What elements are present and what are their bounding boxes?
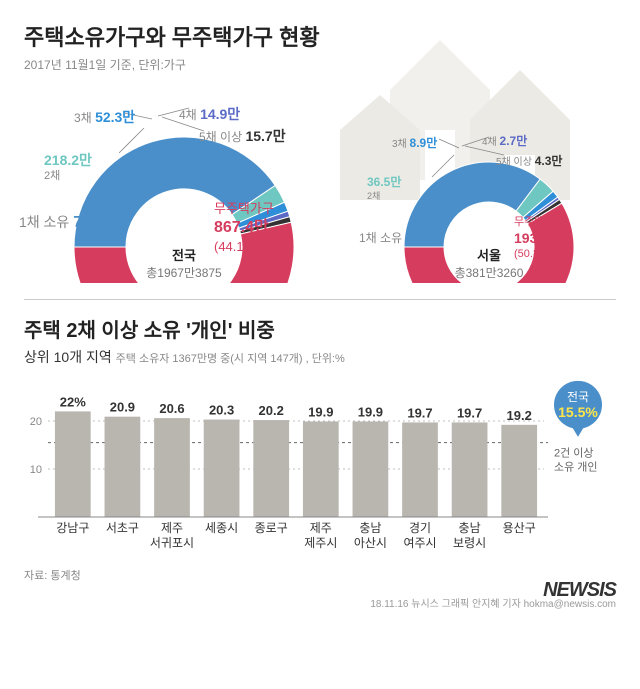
section1-subtitle: 2017년 11월1일 기준, 단위:가구	[24, 56, 616, 73]
donut-center-label: 전국총1967만3875	[24, 245, 344, 281]
svg-text:20.2: 20.2	[259, 403, 284, 418]
donut-slice-label: 36.5만2채	[367, 175, 401, 202]
svg-text:제주: 제주	[310, 521, 332, 535]
donut-national: 1채 소유 798.9만218.2만2채3채 52.3만4채 14.9만5채 이…	[24, 83, 344, 283]
donut-slice-label: 1채 소유 798.9만	[19, 213, 128, 234]
section2-subtitle: 상위 10개 지역 주택 소유자 1367만명 중(시 지역 147개) , 단…	[24, 347, 616, 367]
section1-title: 주택소유가구와 무주택가구 현황	[24, 20, 616, 52]
svg-text:19.7: 19.7	[457, 405, 482, 420]
source-line: 자료: 통계청	[24, 567, 616, 583]
svg-text:서초구: 서초구	[106, 521, 139, 535]
svg-text:19.9: 19.9	[358, 404, 383, 419]
svg-text:여주시: 여주시	[403, 536, 436, 550]
svg-text:보령시: 보령시	[453, 536, 486, 550]
subtitle2-small: 주택 소유자 1367만명 중(시 지역 147개) , 단위:%	[116, 353, 345, 365]
svg-text:소유 개인: 소유 개인	[554, 461, 598, 474]
footer-credit: 18.11.16 뉴시스 그래픽 안지혜 기자 hokma@newsis.com	[24, 595, 616, 610]
svg-text:제주: 제주	[161, 521, 183, 535]
section-multi-owner-share: 주택 2채 이상 소유 '개인' 비중 상위 10개 지역 주택 소유자 136…	[24, 299, 616, 583]
donut-slice-label: 4채 2.7만	[482, 133, 527, 150]
section-ownership-status: 주택소유가구와 무주택가구 현황 2017년 11월1일 기준, 단위:가구 1…	[24, 20, 616, 283]
donut-slice-label: 5채 이상 15.7만	[199, 127, 286, 146]
svg-text:20.3: 20.3	[209, 403, 234, 418]
svg-text:20.6: 20.6	[159, 401, 184, 416]
infographic-root: 주택소유가구와 무주택가구 현황 2017년 11월1일 기준, 단위:가구 1…	[0, 0, 640, 630]
svg-text:충남: 충남	[459, 521, 481, 535]
svg-text:19.2: 19.2	[507, 408, 532, 423]
svg-text:강남구: 강남구	[56, 521, 89, 535]
donut-slice-label: 5채 이상 4.3만	[496, 153, 562, 170]
donut-slice-label: 3채 8.9만	[392, 135, 437, 152]
svg-text:19.7: 19.7	[407, 405, 432, 420]
svg-text:용산구: 용산구	[503, 521, 536, 535]
svg-text:2건 이상: 2건 이상	[554, 447, 594, 460]
subtitle2-main: 상위 10개 지역	[24, 349, 112, 365]
svg-text:19.9: 19.9	[308, 404, 333, 419]
newsis-logo: NEWSIS	[543, 579, 616, 602]
barchart: 102022%강남구20.9서초구20.6제주서귀포시20.3세종시20.2종로…	[24, 379, 616, 559]
svg-text:제주시: 제주시	[304, 536, 337, 550]
donut-center-label: 서울총381만3260	[364, 245, 614, 281]
section2-title: 주택 2채 이상 소유 '개인' 비중	[24, 314, 616, 343]
donut-slice-label: 218.2만2채	[44, 151, 92, 183]
svg-text:전국: 전국	[567, 390, 589, 404]
donut-slice-label: 4채 14.9만	[179, 105, 240, 124]
svg-text:20: 20	[30, 416, 42, 428]
svg-text:세종시: 세종시	[205, 521, 238, 535]
svg-text:충남: 충남	[359, 521, 381, 535]
svg-text:경기: 경기	[409, 521, 431, 535]
svg-text:15.5%: 15.5%	[558, 404, 598, 420]
svg-text:서귀포시: 서귀포시	[150, 536, 194, 550]
donuts-row: 1채 소유 798.9만218.2만2채3채 52.3만4채 14.9만5채 이…	[24, 83, 616, 283]
donut-seoul: 1채 소유 135만36.5만2채3채 8.9만4채 2.7만5채 이상 4.3…	[364, 113, 614, 283]
svg-text:22%: 22%	[60, 394, 86, 409]
svg-text:종로구: 종로구	[255, 521, 288, 535]
svg-text:20.9: 20.9	[110, 400, 135, 415]
svg-text:아산시: 아산시	[354, 536, 387, 550]
donut-slice-label: 3채 52.3만	[74, 108, 135, 127]
svg-text:10: 10	[30, 464, 42, 476]
